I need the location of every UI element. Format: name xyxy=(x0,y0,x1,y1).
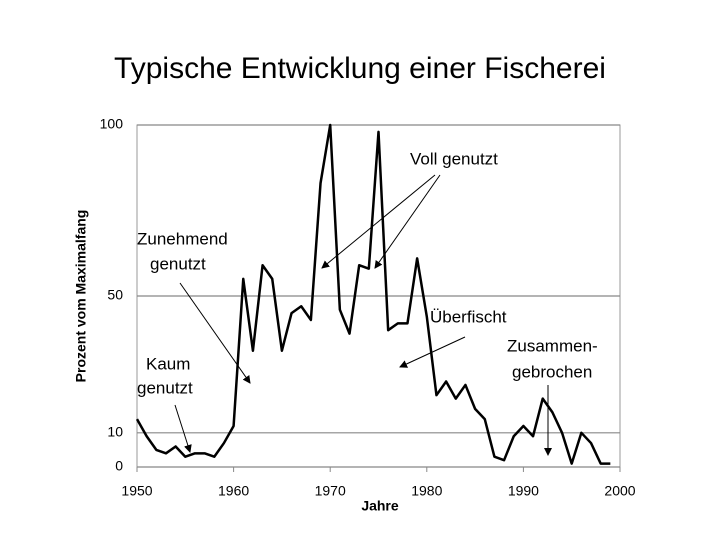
x-tick-label: 2000 xyxy=(604,483,635,499)
x-tick-label: 1960 xyxy=(218,483,249,499)
annotation: Kaum xyxy=(146,354,190,373)
annotation-arrow xyxy=(399,336,466,368)
annotation: genutzt xyxy=(137,378,193,397)
annotation-arrow xyxy=(321,174,436,269)
annotation: Zusammen- xyxy=(507,336,598,355)
y-tick-label: 0 xyxy=(115,458,123,474)
data-line xyxy=(135,123,611,465)
annotation-arrow xyxy=(374,174,441,269)
annotation: genutzt xyxy=(150,254,206,273)
annotation: gebrochen xyxy=(512,362,592,381)
chart-title: Typische Entwicklung einer Fischerei xyxy=(114,52,606,85)
y-tick-label: 50 xyxy=(107,287,123,303)
annotation: Überfischt xyxy=(430,307,507,326)
x-tick-label: 1950 xyxy=(121,483,152,499)
x-tick-label: 1980 xyxy=(411,483,442,499)
annotation: Zunehmend xyxy=(137,229,228,248)
x-tick-label: 1990 xyxy=(508,483,539,499)
x-tick-label: 1970 xyxy=(315,483,346,499)
annotation-arrow xyxy=(179,282,251,384)
x-axis-label: Jahre xyxy=(361,498,399,514)
y-tick-label: 100 xyxy=(100,116,124,132)
y-axis-label: Prozent vom Maximalfang xyxy=(73,210,89,383)
annotation: Voll genutzt xyxy=(410,149,498,168)
y-tick-label: 10 xyxy=(107,424,123,440)
annotation-arrow xyxy=(174,404,192,453)
